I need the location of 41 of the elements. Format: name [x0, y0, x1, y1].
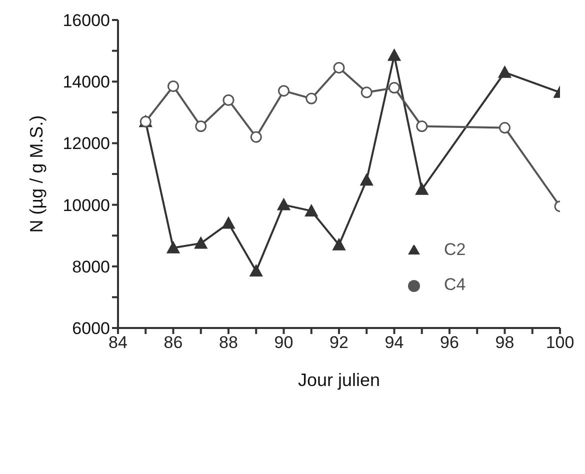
point: [388, 82, 400, 94]
point: [499, 122, 510, 134]
legend-label: C4: [444, 275, 466, 294]
x-tick-label: 88: [219, 333, 238, 352]
point: [333, 62, 345, 74]
point: [250, 264, 263, 277]
point: [360, 86, 372, 98]
x-tick-label: 96: [440, 333, 459, 352]
point: [250, 131, 262, 143]
x-tick-label: 94: [384, 333, 404, 352]
point: [415, 182, 428, 195]
x-tick-label: 92: [330, 333, 348, 352]
x-tick-label: 98: [495, 333, 514, 352]
y-axis-title: N (µg / g M.S.): [26, 115, 46, 233]
y-tick-label: 12000: [62, 134, 110, 154]
y-tick-label: 8000: [72, 257, 110, 276]
x-tick-label: 84: [108, 333, 128, 352]
point: [304, 204, 318, 216]
legend-label: C2: [444, 240, 466, 259]
point: [168, 80, 179, 92]
point: [498, 66, 512, 78]
x-axis-title: Jour julien: [298, 370, 380, 390]
point: [195, 120, 207, 132]
point: [277, 198, 290, 210]
x-tick-label: 100: [546, 333, 574, 352]
x-tick-label: 86: [164, 333, 183, 352]
point: [360, 174, 374, 186]
point: [222, 94, 234, 106]
y-tick-label: 16000: [62, 11, 110, 30]
point: [278, 85, 290, 97]
y-tick-label: 6000: [72, 319, 110, 338]
point: [166, 241, 180, 254]
point: [222, 216, 235, 229]
x-tick-label: 90: [274, 333, 294, 352]
point: [306, 92, 318, 104]
y-tick-label: 14000: [62, 72, 110, 92]
point: [194, 236, 208, 249]
point: [388, 48, 401, 61]
point: [332, 238, 346, 250]
y-tick-label: 10000: [62, 196, 110, 215]
point: [416, 120, 428, 132]
